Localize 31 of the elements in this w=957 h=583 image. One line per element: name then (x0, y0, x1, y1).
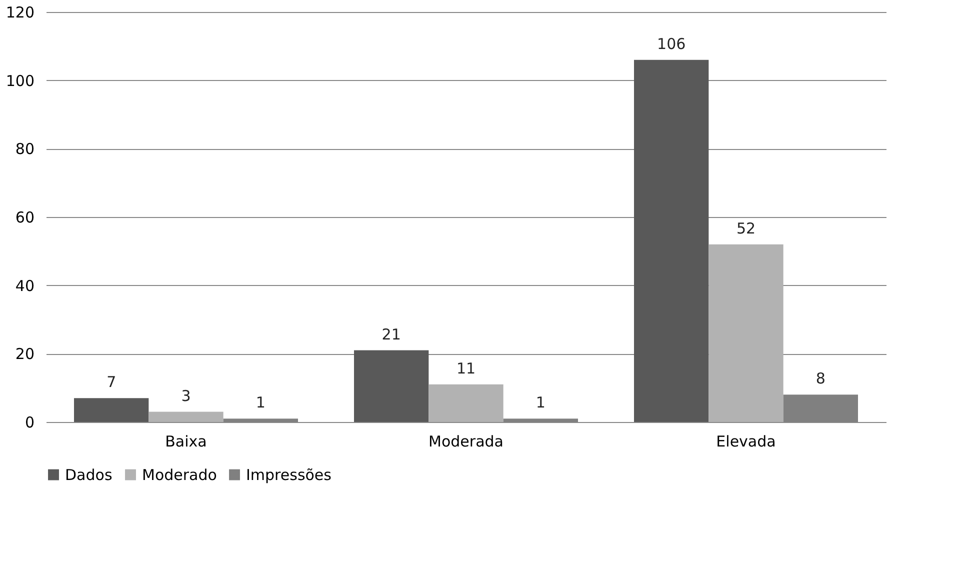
legend-label: Moderado (142, 466, 217, 484)
y-tick-label: 20 (15, 345, 34, 364)
x-tick-label: Baixa (165, 432, 207, 450)
data-label: 1 (256, 394, 266, 412)
data-label: 3 (181, 386, 191, 405)
bar (634, 60, 709, 422)
data-label: 11 (456, 359, 476, 378)
data-label: 8 (816, 370, 826, 388)
bar (708, 244, 784, 422)
y-tick-label: 120 (6, 4, 34, 22)
bar (223, 418, 298, 422)
legend-label: Dados (65, 466, 112, 484)
data-label: 52 (736, 219, 756, 238)
bar (354, 350, 429, 422)
bar (148, 412, 224, 422)
data-label: 7 (106, 373, 116, 392)
bar (428, 384, 504, 422)
data-label: 106 (657, 34, 686, 53)
legend-label: Impressões (246, 466, 332, 484)
y-tick-label: 0 (24, 414, 34, 432)
data-label: 21 (382, 325, 401, 344)
y-tick-label: 80 (15, 140, 34, 158)
y-tick-label: 100 (6, 72, 34, 90)
y-tick-label: 60 (15, 208, 34, 226)
bar (783, 394, 858, 422)
x-tick-label: Moderada (428, 432, 504, 450)
bar (503, 418, 578, 422)
data-label: 1 (536, 394, 546, 412)
y-tick-label: 40 (15, 276, 34, 295)
x-tick-label: Elevada (716, 432, 776, 450)
bar (74, 398, 149, 422)
